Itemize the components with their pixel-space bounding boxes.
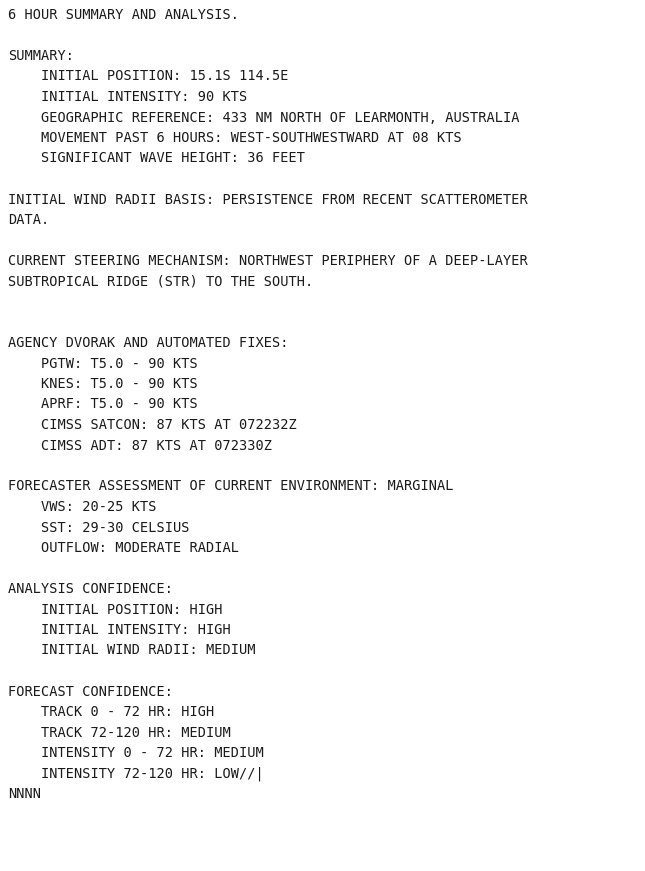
Text: CURRENT STEERING MECHANISM: NORTHWEST PERIPHERY OF A DEEP-LAYER: CURRENT STEERING MECHANISM: NORTHWEST PE…: [8, 254, 528, 268]
Text: SIGNIFICANT WAVE HEIGHT: 36 FEET: SIGNIFICANT WAVE HEIGHT: 36 FEET: [8, 152, 305, 165]
Text: INITIAL POSITION: 15.1S 114.5E: INITIAL POSITION: 15.1S 114.5E: [8, 70, 288, 84]
Text: 6 HOUR SUMMARY AND ANALYSIS.: 6 HOUR SUMMARY AND ANALYSIS.: [8, 8, 239, 22]
Text: NNNN: NNNN: [8, 787, 41, 801]
Text: TRACK 72-120 HR: MEDIUM: TRACK 72-120 HR: MEDIUM: [8, 726, 231, 739]
Text: INTENSITY 0 - 72 HR: MEDIUM: INTENSITY 0 - 72 HR: MEDIUM: [8, 746, 264, 760]
Text: INITIAL WIND RADII: MEDIUM: INITIAL WIND RADII: MEDIUM: [8, 644, 255, 658]
Text: KNES: T5.0 - 90 KTS: KNES: T5.0 - 90 KTS: [8, 377, 198, 391]
Text: MOVEMENT PAST 6 HOURS: WEST-SOUTHWESTWARD AT 08 KTS: MOVEMENT PAST 6 HOURS: WEST-SOUTHWESTWAR…: [8, 131, 462, 145]
Text: INITIAL INTENSITY: 90 KTS: INITIAL INTENSITY: 90 KTS: [8, 90, 247, 104]
Text: SUMMARY:: SUMMARY:: [8, 49, 74, 63]
Text: VWS: 20-25 KTS: VWS: 20-25 KTS: [8, 500, 157, 514]
Text: OUTFLOW: MODERATE RADIAL: OUTFLOW: MODERATE RADIAL: [8, 541, 239, 555]
Text: SST: 29-30 CELSIUS: SST: 29-30 CELSIUS: [8, 521, 190, 535]
Text: AGENCY DVORAK AND AUTOMATED FIXES:: AGENCY DVORAK AND AUTOMATED FIXES:: [8, 336, 288, 350]
Text: CIMSS SATCON: 87 KTS AT 072232Z: CIMSS SATCON: 87 KTS AT 072232Z: [8, 418, 297, 432]
Text: INITIAL POSITION: HIGH: INITIAL POSITION: HIGH: [8, 603, 223, 617]
Text: CIMSS ADT: 87 KTS AT 072330Z: CIMSS ADT: 87 KTS AT 072330Z: [8, 438, 272, 453]
Text: PGTW: T5.0 - 90 KTS: PGTW: T5.0 - 90 KTS: [8, 356, 198, 370]
Text: DATA.: DATA.: [8, 213, 49, 227]
Text: GEOGRAPHIC REFERENCE: 433 NM NORTH OF LEARMONTH, AUSTRALIA: GEOGRAPHIC REFERENCE: 433 NM NORTH OF LE…: [8, 111, 519, 125]
Text: FORECASTER ASSESSMENT OF CURRENT ENVIRONMENT: MARGINAL: FORECASTER ASSESSMENT OF CURRENT ENVIRON…: [8, 480, 453, 494]
Text: SUBTROPICAL RIDGE (STR) TO THE SOUTH.: SUBTROPICAL RIDGE (STR) TO THE SOUTH.: [8, 274, 313, 288]
Text: FORECAST CONFIDENCE:: FORECAST CONFIDENCE:: [8, 685, 173, 699]
Text: TRACK 0 - 72 HR: HIGH: TRACK 0 - 72 HR: HIGH: [8, 705, 214, 719]
Text: ANALYSIS CONFIDENCE:: ANALYSIS CONFIDENCE:: [8, 582, 173, 596]
Text: INITIAL INTENSITY: HIGH: INITIAL INTENSITY: HIGH: [8, 623, 231, 637]
Text: INITIAL WIND RADII BASIS: PERSISTENCE FROM RECENT SCATTEROMETER: INITIAL WIND RADII BASIS: PERSISTENCE FR…: [8, 192, 528, 206]
Text: APRF: T5.0 - 90 KTS: APRF: T5.0 - 90 KTS: [8, 397, 198, 411]
Text: INTENSITY 72-120 HR: LOW//|: INTENSITY 72-120 HR: LOW//|: [8, 766, 264, 781]
